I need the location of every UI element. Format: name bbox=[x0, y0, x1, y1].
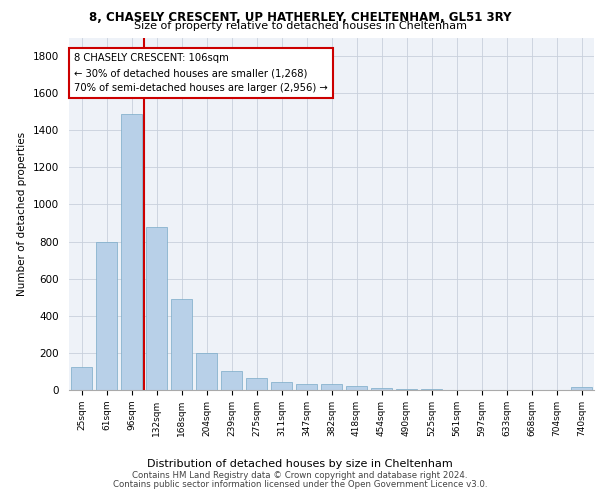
Bar bbox=[221, 370, 242, 390]
Text: Contains public sector information licensed under the Open Government Licence v3: Contains public sector information licen… bbox=[113, 480, 487, 489]
Text: Contains HM Land Registry data © Crown copyright and database right 2024.: Contains HM Land Registry data © Crown c… bbox=[132, 471, 468, 480]
Bar bbox=[371, 388, 392, 390]
Text: 8, CHASELY CRESCENT, UP HATHERLEY, CHELTENHAM, GL51 3RY: 8, CHASELY CRESCENT, UP HATHERLEY, CHELT… bbox=[89, 11, 511, 24]
Y-axis label: Number of detached properties: Number of detached properties bbox=[17, 132, 28, 296]
Bar bbox=[346, 386, 367, 390]
Bar bbox=[246, 378, 267, 390]
Bar bbox=[196, 353, 217, 390]
Bar bbox=[296, 384, 317, 390]
Bar bbox=[171, 299, 192, 390]
Bar bbox=[146, 226, 167, 390]
Bar bbox=[96, 242, 117, 390]
Bar bbox=[321, 384, 342, 390]
Bar bbox=[71, 367, 92, 390]
Bar bbox=[121, 114, 142, 390]
Text: 8 CHASELY CRESCENT: 106sqm
← 30% of detached houses are smaller (1,268)
70% of s: 8 CHASELY CRESCENT: 106sqm ← 30% of deta… bbox=[74, 54, 328, 93]
Bar bbox=[271, 382, 292, 390]
Bar bbox=[571, 387, 592, 390]
Text: Size of property relative to detached houses in Cheltenham: Size of property relative to detached ho… bbox=[133, 21, 467, 31]
Bar bbox=[396, 389, 417, 390]
Text: Distribution of detached houses by size in Cheltenham: Distribution of detached houses by size … bbox=[147, 459, 453, 469]
